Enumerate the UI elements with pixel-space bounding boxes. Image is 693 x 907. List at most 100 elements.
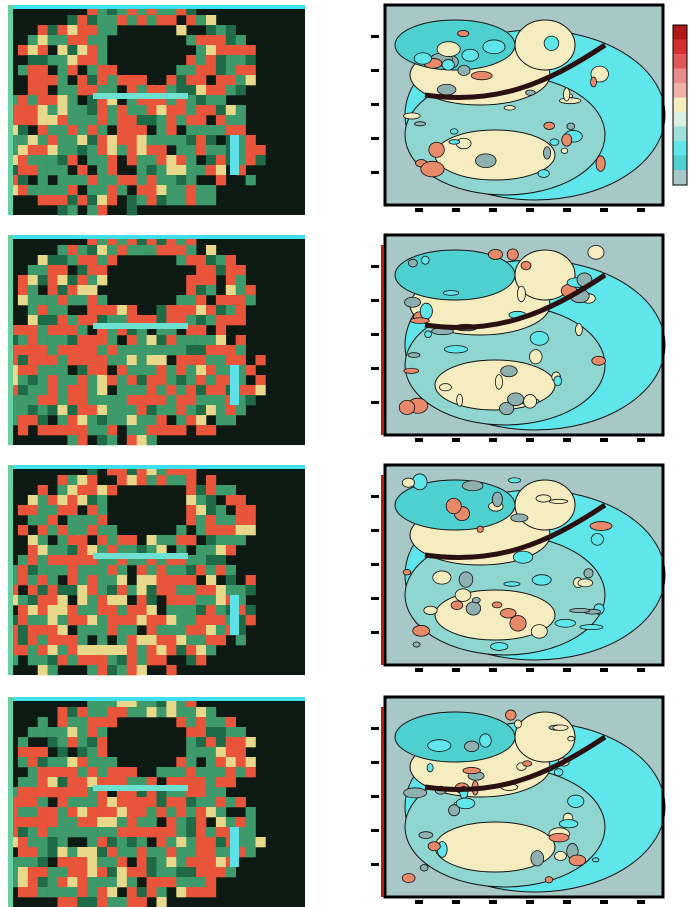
mosaic-cell (216, 125, 226, 135)
mosaic-cell (186, 365, 196, 375)
mosaic-cell (166, 345, 176, 355)
mosaic-cell (216, 847, 226, 857)
contour-spot (514, 720, 521, 728)
mosaic-cell (38, 867, 48, 877)
mosaic-cell (38, 495, 48, 505)
contour-spot (408, 353, 420, 358)
mosaic-cell (67, 175, 77, 185)
mosaic-cell (58, 767, 68, 777)
contour-spot (576, 324, 583, 336)
mosaic-cell (77, 555, 87, 565)
contour-spot (465, 741, 479, 752)
mosaic-cell (77, 195, 87, 205)
contour-spot (495, 375, 502, 390)
mosaic-cell (67, 655, 77, 665)
mosaic-cell (97, 415, 107, 425)
mosaic-cell (48, 405, 58, 415)
mosaic-cell (186, 737, 196, 747)
mosaic-cell (58, 255, 68, 265)
mosaic-cell (196, 595, 206, 605)
mosaic-cell (147, 375, 157, 385)
mosaic-cell (48, 625, 58, 635)
mosaic-cell (186, 515, 196, 525)
colorbar-step (673, 127, 687, 142)
mosaic-cell (157, 375, 167, 385)
mosaic-cell (166, 585, 176, 595)
mosaic-cell (28, 335, 38, 345)
mosaic-cell (127, 867, 137, 877)
mosaic-cell (38, 625, 48, 635)
mosaic-cell (38, 857, 48, 867)
mosaic-cell (58, 195, 68, 205)
mosaic-cell (97, 535, 107, 545)
mosaic-cell (58, 555, 68, 565)
streak (93, 785, 188, 791)
mosaic-cell (28, 867, 38, 877)
mosaic-cell (58, 335, 68, 345)
mosaic-cell (196, 315, 206, 325)
mosaic-cell (157, 365, 167, 375)
mosaic-cell (87, 565, 97, 575)
mosaic-cell (226, 115, 236, 125)
mosaic-cell (38, 505, 48, 515)
contour-spot (554, 376, 562, 386)
mosaic-cell (77, 877, 87, 887)
mosaic-cell (166, 575, 176, 585)
mosaic-cell (127, 395, 137, 405)
mosaic-cell (67, 105, 77, 115)
mosaic-cell (226, 405, 236, 415)
mosaic-cell (97, 105, 107, 115)
mosaic-cell (157, 475, 167, 485)
mosaic-cell (77, 707, 87, 717)
mosaic-cell (58, 105, 68, 115)
mosaic-cell (117, 355, 127, 365)
mosaic-cell (97, 335, 107, 345)
mosaic-cell (48, 315, 58, 325)
contour-spot (403, 569, 411, 575)
mosaic-cell (38, 315, 48, 325)
mosaic-cell (176, 25, 186, 35)
mosaic-cell (77, 45, 87, 55)
mosaic-cell (226, 55, 236, 65)
mosaic-cell (246, 757, 256, 767)
mosaic-cell (77, 625, 87, 635)
mosaic-cell (256, 145, 266, 155)
contour-spot (580, 625, 603, 630)
contour-spot (559, 820, 578, 828)
tick (371, 333, 379, 336)
mosaic-cell (28, 265, 38, 275)
mosaic-cell (58, 737, 68, 747)
mosaic-cell (216, 315, 226, 325)
mosaic-cell (117, 145, 127, 155)
mosaic-cell (58, 25, 68, 35)
mosaic-cell (28, 605, 38, 615)
mosaic-cell (18, 155, 28, 165)
mosaic-cell (38, 747, 48, 757)
mosaic-cell (38, 827, 48, 837)
mosaic-cell (256, 837, 266, 847)
contour-spot (455, 589, 471, 602)
mosaic-cell (186, 145, 196, 155)
mosaic-cell (157, 185, 167, 195)
mosaic-cell (236, 265, 246, 275)
mosaic-cell (48, 555, 58, 565)
mosaic-cell (28, 757, 38, 767)
mosaic-cell (127, 877, 137, 887)
mosaic-cell (77, 525, 87, 535)
mosaic-cell (67, 635, 77, 645)
colorbar (673, 25, 687, 185)
mosaic-cell (127, 385, 137, 395)
contour-spot (488, 249, 502, 259)
mosaic-cell (97, 817, 107, 827)
mosaic-cell (186, 415, 196, 425)
mosaic-cell (127, 375, 137, 385)
mosaic-cell (97, 575, 107, 585)
mosaic-cell (196, 295, 206, 305)
contour-spot (471, 72, 492, 80)
mosaic-cell (18, 65, 28, 75)
mosaic-cell (97, 707, 107, 717)
mosaic-cell (196, 115, 206, 125)
mosaic-cell (77, 285, 87, 295)
mosaic-cell (87, 707, 97, 717)
mosaic-cell (28, 275, 38, 285)
